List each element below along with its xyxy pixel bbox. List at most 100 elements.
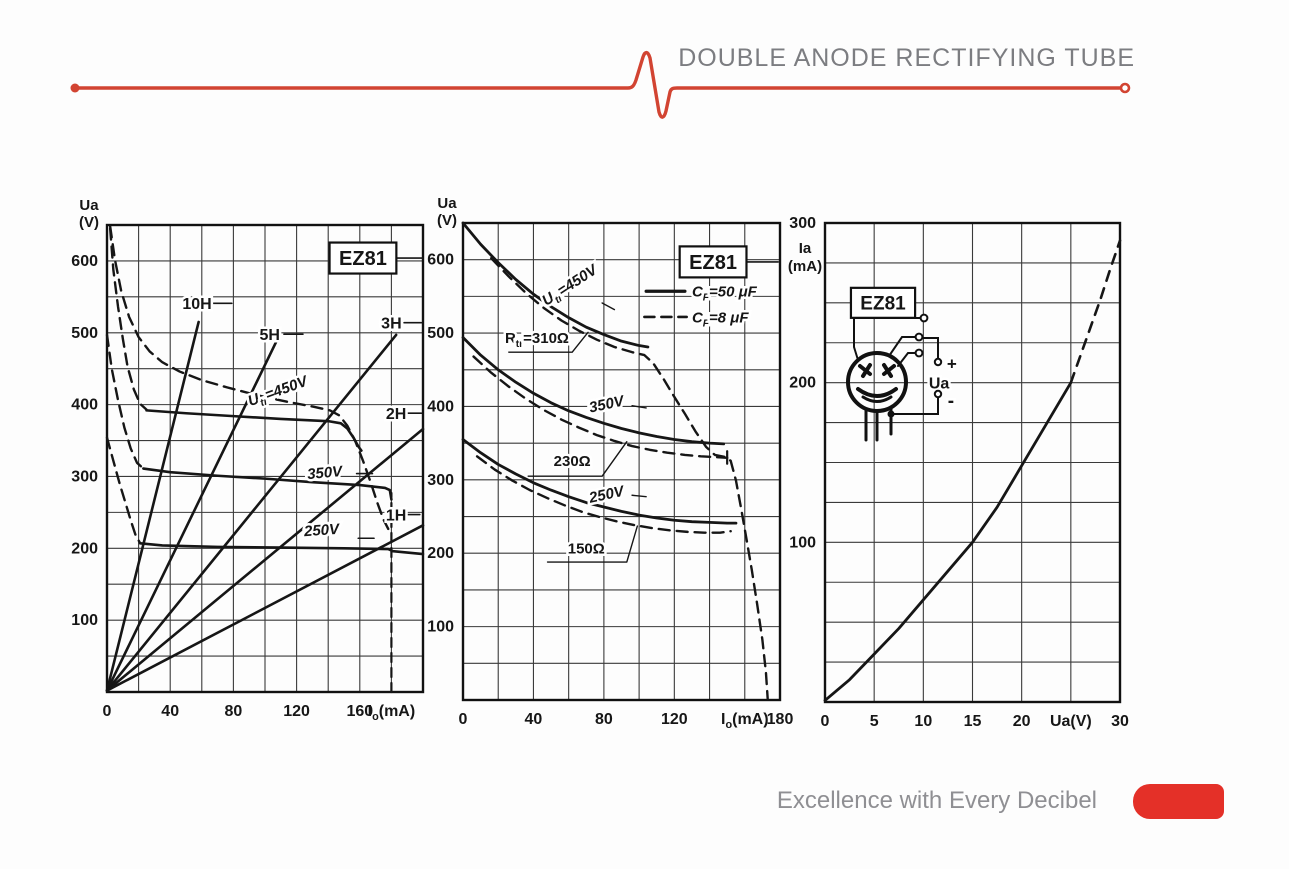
svg-text:5: 5	[870, 713, 879, 730]
svg-text:1H: 1H	[386, 507, 406, 524]
curve-leader-350V	[631, 405, 647, 409]
capacitor-input-chart: 0 40 80 120 Io​(mA)180 600 500 400 300 200 100 Ua(V…	[425, 190, 805, 740]
curve-u350-cf8	[472, 355, 729, 460]
curve-u350-solid	[142, 467, 393, 501]
svg-text:(mA): (mA)	[788, 258, 822, 275]
curve-ia-ua-extrapolated-dashed	[1069, 239, 1122, 384]
svg-text:40: 40	[525, 711, 543, 728]
svg-text:(V): (V)	[437, 212, 457, 229]
svg-text:180: 180	[767, 711, 794, 728]
svg-text:160: 160	[346, 703, 373, 720]
tube-schematic	[846, 313, 943, 442]
svg-text:80: 80	[595, 711, 613, 728]
svg-text:15: 15	[964, 713, 982, 730]
curve-leader-450V	[601, 302, 616, 311]
label-box	[678, 245, 748, 279]
svg-text:0: 0	[103, 703, 112, 720]
svg-text:350V: 350V	[306, 463, 344, 483]
curve-load-line-5H	[105, 340, 278, 692]
svg-text:400: 400	[427, 398, 454, 415]
svg-text:120: 120	[661, 711, 688, 728]
svg-text:100: 100	[71, 612, 98, 629]
svg-text:300: 300	[789, 215, 816, 232]
curve-u450-cf8	[489, 257, 769, 700]
svg-text:CF​=8 μF: CF​=8 μF	[692, 309, 749, 329]
svg-text:Rtr​=310Ω: Rtr​=310Ω	[505, 330, 569, 350]
svg-text:300: 300	[427, 472, 454, 489]
svg-text:-: -	[948, 391, 954, 412]
diode-characteristic-chart-svg: 0 5 10 15 20 Ua(V) 30 300 200 100 Ia(mA) EZ81 +Ua-	[788, 215, 1129, 730]
svg-text:100: 100	[427, 619, 454, 636]
svg-text:120: 120	[283, 703, 310, 720]
svg-text:0: 0	[459, 711, 468, 728]
svg-text:30: 30	[1111, 713, 1129, 730]
svg-text:+: +	[947, 355, 957, 374]
plot-border	[823, 221, 1122, 704]
capacitor-input-chart-svg: 0 40 80 120 Io​(mA)180 600 500 400 300 200 100 Ua(V…	[427, 195, 794, 731]
curve-leader-150ohm	[546, 525, 639, 563]
svg-text:80: 80	[225, 703, 243, 720]
line-start-dot	[70, 83, 80, 93]
svg-text:400: 400	[71, 397, 98, 414]
plot-border	[105, 223, 425, 694]
svg-text:Ua: Ua	[929, 375, 950, 392]
footer-red-pill	[1133, 784, 1224, 819]
svg-text:500: 500	[427, 325, 454, 342]
svg-text:2H: 2H	[386, 406, 406, 423]
svg-text:150Ω: 150Ω	[568, 540, 605, 557]
svg-text:250V: 250V	[302, 521, 341, 541]
footer-tagline: Excellence with Every Decibel	[776, 787, 1097, 814]
svg-text:10H: 10H	[182, 296, 211, 313]
svg-text:300: 300	[71, 468, 98, 485]
svg-text:EZ81: EZ81	[339, 248, 387, 270]
curve-leader-rtr310	[508, 331, 589, 353]
curve-utr-450V-dashed	[108, 225, 390, 531]
svg-text:500: 500	[71, 325, 98, 342]
plot-border	[461, 221, 782, 702]
svg-text:3H: 3H	[381, 315, 401, 332]
curve-u250-cf50	[461, 438, 738, 525]
page-title: DOUBLE ANODE RECTIFYING TUBE	[678, 44, 1135, 72]
svg-text:230Ω: 230Ω	[554, 453, 591, 470]
svg-text:EZ81: EZ81	[860, 294, 906, 315]
svg-text:5H: 5H	[260, 327, 280, 344]
svg-text:Utr​=450V: Utr​=450V	[246, 372, 313, 413]
svg-text:100: 100	[789, 534, 816, 551]
svg-text:600: 600	[427, 252, 454, 269]
label-box	[328, 241, 398, 275]
curve-load-line-2H	[105, 427, 425, 692]
svg-text:200: 200	[789, 375, 816, 392]
curve-ia-ua-solid	[823, 381, 1073, 702]
svg-text:Utr​=450V: Utr​=450V	[539, 260, 604, 312]
curve-load-line-3H	[105, 333, 398, 692]
curve-u450-solid	[145, 409, 363, 452]
svg-text:CF​=50 μF: CF​=50 μF	[692, 284, 758, 304]
heartbeat-divider-line	[70, 50, 1131, 119]
svg-text:0: 0	[821, 713, 830, 730]
svg-text:20: 20	[1013, 713, 1031, 730]
curve-u450-cf50	[461, 221, 650, 349]
curve-u250-cf8	[475, 455, 732, 534]
svg-text:EZ81: EZ81	[689, 252, 737, 274]
svg-text:Ia: Ia	[799, 240, 812, 257]
heartbeat-line-path	[73, 50, 1122, 119]
svg-text:200: 200	[427, 545, 454, 562]
curve-u450-drop-dashed	[108, 227, 148, 411]
curve-u250-drop-dashed	[105, 436, 142, 545]
curve-load-line-10H	[105, 320, 200, 692]
svg-text:(V): (V)	[79, 214, 99, 231]
svg-text:200: 200	[71, 540, 98, 557]
diode-characteristic-chart: 0 5 10 15 20 Ua(V) 30 300 200 100 Ia (mA) EZ81 + Ua -	[778, 190, 1188, 740]
svg-text:Ua: Ua	[79, 197, 99, 214]
svg-text:Io​(mA): Io​(mA)	[368, 703, 416, 723]
svg-text:40: 40	[161, 703, 179, 720]
line-end-ring	[1119, 82, 1131, 94]
svg-text:Ua: Ua	[437, 195, 457, 212]
curve-leader-250V	[631, 494, 647, 498]
curve-leader-230ohm	[527, 440, 628, 477]
curve-u350-drop-dashed	[105, 333, 145, 470]
svg-text:250V: 250V	[587, 482, 628, 507]
svg-text:600: 600	[71, 253, 98, 270]
